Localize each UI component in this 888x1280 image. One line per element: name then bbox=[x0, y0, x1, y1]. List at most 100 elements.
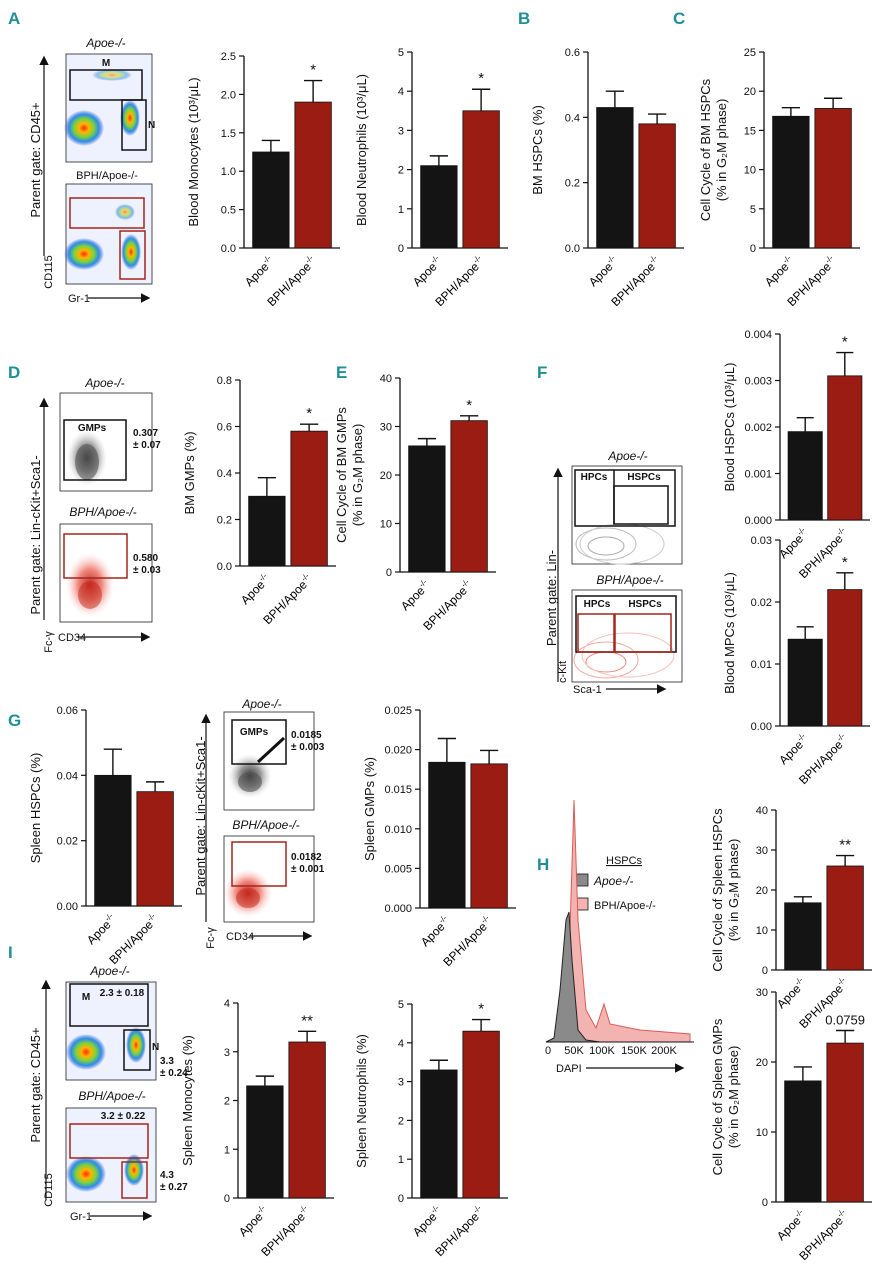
flow-g-title-top: Apoe-/- bbox=[241, 697, 281, 711]
y-tick-label: 20 bbox=[756, 885, 768, 897]
flow-i-n-value-bottom: 4.3 bbox=[160, 1170, 174, 1181]
y-tick-label: 0.015 bbox=[384, 784, 412, 796]
histogram-title: HSPCs bbox=[606, 855, 643, 867]
flow-f-parent-gate: Parent gate: Lin- bbox=[544, 550, 559, 646]
x-tick-label: Apoe-/- bbox=[409, 253, 445, 289]
bar-chart-bm-hspcs: 0.0 0.2 0.4 0.6 BM HSPCs (%) Apoe-/-BPH/Apoe-… bbox=[530, 47, 684, 309]
flow-a-parent-gate: Parent gate: CD45+ bbox=[28, 102, 43, 217]
significance-label: * bbox=[306, 405, 312, 422]
x-tick-label: Apoe-/- bbox=[773, 975, 809, 1011]
x-tick-label: BPH/Apoe-/- bbox=[440, 913, 496, 969]
panel-label-e: E bbox=[336, 363, 347, 382]
significance-label: * bbox=[310, 62, 316, 79]
y-tick-label: 30 bbox=[756, 987, 768, 999]
y-tick-label: 5 bbox=[398, 999, 404, 1011]
bar bbox=[596, 107, 634, 249]
y-axis-label: Spleen Monocytes (%) bbox=[180, 1035, 195, 1166]
flow-i-x-label: Gr-1 bbox=[70, 1211, 92, 1223]
flow-i-gate-m-top: M bbox=[82, 992, 90, 1003]
flow-f-title-top: Apoe-/- bbox=[607, 449, 647, 463]
flow-g-gate-top: GMPs bbox=[240, 727, 269, 738]
flow-i-n-error-top: ± 0.24 bbox=[160, 1068, 188, 1079]
flow-g-value-bottom: 0.0182 bbox=[291, 852, 322, 863]
y-tick-label: 0.004 bbox=[744, 329, 772, 341]
bar bbox=[428, 761, 466, 909]
y-tick-label: 0.2 bbox=[217, 515, 232, 527]
flow-g-title-bottom: BPH/Apoe-/- bbox=[232, 818, 299, 832]
bar-chart-cell-cycle-bm-hspcs: 0 5 10 15 20 25 Cell Cycle of BM HSPCs (% in G₂… bbox=[698, 47, 860, 309]
y-axis-label: Cell Cycle of Spleen GMPs bbox=[710, 1018, 725, 1175]
y-tick-label: 5 bbox=[398, 47, 404, 59]
x-tick-label: Apoe-/- bbox=[776, 731, 812, 767]
y-tick-label: 0.5 bbox=[221, 205, 236, 217]
y-axis-label: BM GMPs (%) bbox=[182, 431, 197, 514]
y-axis-label: Blood HSPCs (10³/μL) bbox=[722, 363, 737, 492]
y-tick-label: 0.00 bbox=[57, 901, 78, 913]
x-tick-label: BPH/Apoe-/- bbox=[432, 1203, 488, 1259]
x-tick-label: Apoe-/- bbox=[235, 1203, 271, 1239]
y-tick-label: 4 bbox=[398, 1038, 404, 1050]
y-axis-label: Spleen Neutrophils (%) bbox=[354, 1034, 369, 1168]
x-tick-label: BPH/Apoe-/- bbox=[784, 253, 840, 309]
x-tick-label: BPH/Apoe-/- bbox=[264, 253, 320, 309]
histogram-apoe-curve bbox=[545, 911, 601, 1043]
y-tick-label: 40 bbox=[380, 373, 392, 385]
bar bbox=[784, 1080, 822, 1203]
y-tick-label: 0.0 bbox=[221, 243, 236, 255]
y-tick-label: 2 bbox=[398, 165, 404, 177]
gate-m-label: M bbox=[102, 58, 110, 69]
bar bbox=[827, 589, 863, 727]
histogram-tick: 100K bbox=[589, 1045, 615, 1057]
x-tick-label: Apoe-/- bbox=[409, 1203, 445, 1239]
y-tick-label: 4 bbox=[398, 86, 404, 98]
y-tick-label: 0.04 bbox=[57, 770, 78, 782]
y-tick-label: 2 bbox=[398, 1115, 404, 1127]
flow-panel-g: Apoe-/- GMPs 0.0185 ± 0.003 BPH/Apoe-/- … bbox=[193, 697, 325, 949]
y-tick-label: 4 bbox=[224, 998, 230, 1010]
bar-chart-cell-cycle-spleen-hspcs: 0 10 20 30 40 Cell Cycle of Spleen HSPCs (% in… bbox=[710, 805, 872, 1031]
y-tick-label: 20 bbox=[756, 1057, 768, 1069]
bar bbox=[814, 108, 852, 249]
flow-f-x-label: Sca-1 bbox=[573, 684, 602, 696]
y-tick-label: 0.005 bbox=[384, 863, 412, 875]
y-tick-label: 0.6 bbox=[565, 47, 580, 59]
flow-d-value-bottom: 0.580 bbox=[133, 553, 158, 564]
legend-label-apoe: Apoe-/- bbox=[593, 874, 633, 888]
y-tick-label: 0.025 bbox=[384, 705, 412, 717]
y-tick-label: 3 bbox=[398, 1077, 404, 1089]
y-tick-label: 1.5 bbox=[221, 128, 236, 140]
y-axis-label: Spleen HSPCs (%) bbox=[28, 753, 43, 864]
y-axis-label: BM HSPCs (%) bbox=[530, 105, 545, 195]
flow-d-error-top: ± 0.07 bbox=[133, 440, 161, 451]
flow-f-gate-hspcs-top: HSPCs bbox=[627, 472, 661, 483]
y-tick-label: 0.06 bbox=[57, 705, 78, 717]
flow-i-n-value-top: 3.3 bbox=[160, 1056, 174, 1067]
bar-chart-cell-cycle-bm-gmps: 0 10 20 30 40 Cell Cycle of BM GMPs (% in G₂M … bbox=[334, 373, 496, 633]
histogram-tick: 150K bbox=[621, 1045, 647, 1057]
flow-d-title-top: Apoe-/- bbox=[84, 376, 124, 390]
y-tick-label: 0.02 bbox=[751, 597, 772, 609]
y-axis-label: Blood MPCs (10³/μL) bbox=[722, 572, 737, 694]
y-tick-label: 3 bbox=[224, 1047, 230, 1059]
y-tick-label: 1 bbox=[224, 1144, 230, 1156]
y-tick-label: 20 bbox=[380, 470, 392, 482]
bar bbox=[246, 1085, 284, 1199]
panel-label-i: I bbox=[8, 943, 13, 962]
y-tick-label: 10 bbox=[380, 519, 392, 531]
bar bbox=[248, 495, 286, 567]
x-tick-label: BPH/Apoe-/- bbox=[432, 253, 488, 309]
bar bbox=[462, 1030, 500, 1199]
bar bbox=[787, 638, 823, 727]
x-tick-label: Apoe-/- bbox=[397, 577, 433, 613]
flow-d-y-label: Fc-γ bbox=[43, 631, 55, 653]
panel-label-d: D bbox=[8, 363, 20, 382]
y-axis-label-2: (% in G₂M phase) bbox=[350, 424, 365, 527]
flow-i-y-label: CD115 bbox=[43, 1173, 55, 1206]
y-tick-label: 40 bbox=[756, 805, 768, 817]
y-axis-label: Blood Monocytes (10³/μL) bbox=[186, 77, 201, 226]
flow-d-gate-top: GMPs bbox=[78, 423, 107, 434]
x-tick-label: Apoe-/- bbox=[83, 911, 119, 947]
flow-g-error-bottom: ± 0.001 bbox=[291, 864, 325, 875]
flow-a-title-top: Apoe-/- bbox=[85, 36, 125, 50]
y-tick-label: 0.6 bbox=[217, 422, 232, 434]
